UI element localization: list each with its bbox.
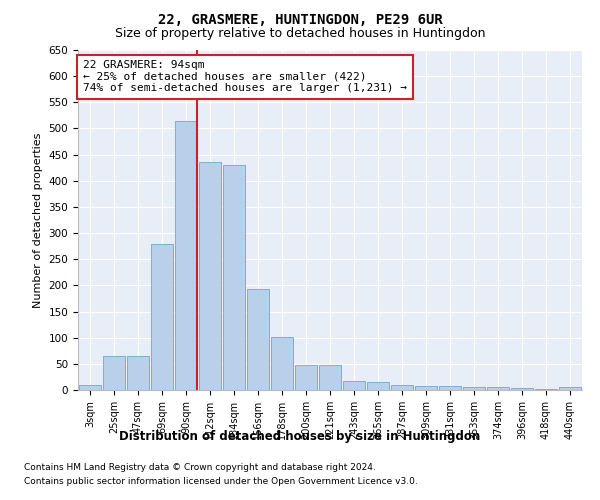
Bar (367, 382, 389, 390)
Y-axis label: Number of detached properties: Number of detached properties (33, 132, 43, 308)
Bar (271, 336, 293, 390)
Text: Size of property relative to detached houses in Huntingdon: Size of property relative to detached ho… (115, 28, 485, 40)
Bar (295, 365, 317, 390)
Text: 22 GRASMERE: 94sqm
← 25% of detached houses are smaller (422)
74% of semi-detach: 22 GRASMERE: 94sqm ← 25% of detached hou… (83, 60, 407, 94)
Bar (559, 388, 581, 390)
Text: 22, GRASMERE, HUNTINGDON, PE29 6UR: 22, GRASMERE, HUNTINGDON, PE29 6UR (158, 12, 442, 26)
Text: Contains HM Land Registry data © Crown copyright and database right 2024.: Contains HM Land Registry data © Crown c… (24, 462, 376, 471)
Bar (199, 162, 221, 390)
Bar (223, 165, 245, 390)
Bar (79, 385, 101, 390)
Bar (247, 289, 269, 390)
Text: Contains public sector information licensed under the Open Government Licence v3: Contains public sector information licen… (24, 478, 418, 486)
Bar (343, 381, 365, 390)
Bar (151, 244, 173, 390)
Bar (391, 385, 413, 390)
Bar (319, 365, 341, 390)
Text: Distribution of detached houses by size in Huntingdon: Distribution of detached houses by size … (119, 430, 481, 443)
Bar (439, 386, 461, 390)
Bar (511, 388, 533, 390)
Bar (415, 386, 437, 390)
Bar (535, 389, 557, 390)
Bar (175, 120, 197, 390)
Bar (463, 387, 485, 390)
Bar (103, 356, 125, 390)
Bar (127, 356, 149, 390)
Bar (487, 388, 509, 390)
